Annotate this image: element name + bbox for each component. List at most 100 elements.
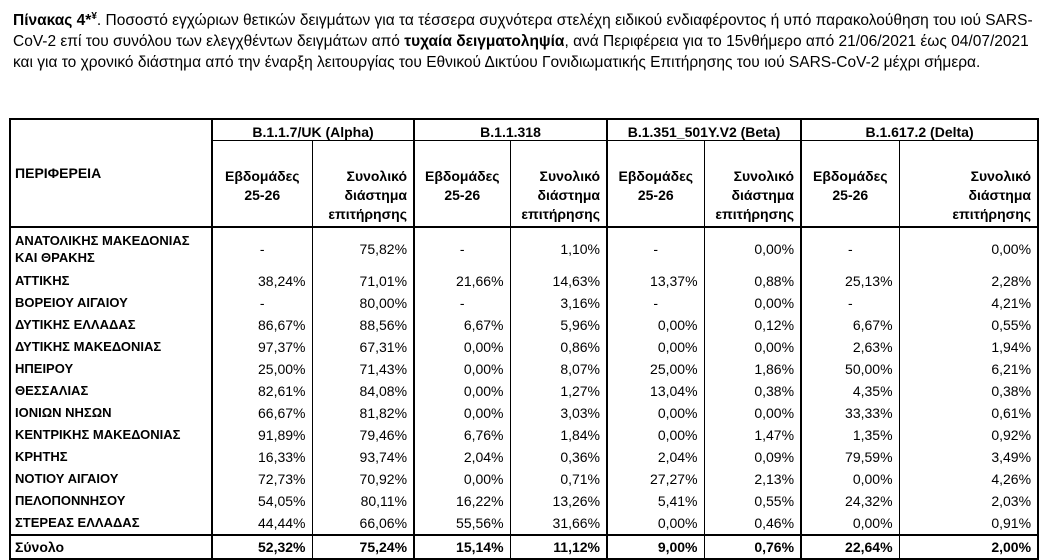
value-cell: 0,46%	[703, 512, 802, 535]
value-cell: 80,00%	[311, 292, 415, 314]
value-cell: 93,74%	[311, 446, 415, 468]
region-column-header: ΠΕΡΙΦΕΡΕΙΑ	[9, 119, 213, 228]
table-row: ΝΟΤΙΟΥ ΑΙΓΑΙΟΥ 72,73% 70,92% 0,00% 0,71% 27,2…	[9, 468, 1040, 490]
value-cell: -	[800, 292, 900, 314]
value-cell: 0,00%	[413, 468, 511, 490]
total-period-subheader-line: Συνολικό	[539, 168, 601, 184]
total-period-subheader-line: Συνολικό	[733, 168, 795, 184]
value-cell: 71,43%	[311, 358, 415, 380]
value-cell: 71,01%	[311, 270, 415, 292]
value-cell: 0,86%	[509, 336, 608, 358]
value-cell: -	[211, 227, 313, 270]
value-cell: 0,00%	[413, 358, 511, 380]
value-cell: 0,00%	[703, 402, 802, 424]
total-period-subheader-line: διάστημα	[344, 187, 408, 203]
value-cell: 0,91%	[898, 512, 1040, 535]
value-cell: 27,27%	[606, 468, 705, 490]
value-cell: 2,28%	[898, 270, 1040, 292]
value-cell: 0,12%	[703, 314, 802, 336]
value-cell: 0,00%	[606, 314, 705, 336]
value-cell: 25,00%	[211, 358, 313, 380]
value-cell: 0,38%	[898, 380, 1040, 402]
value-cell: 0,00%	[703, 227, 802, 270]
value-cell: 0,38%	[703, 380, 802, 402]
table-row: ΒΟΡΕΙΟΥ ΑΙΓΑΙΟΥ -80,00% -3,16% -0,00% -4,21%	[9, 292, 1040, 314]
value-cell: -	[606, 227, 705, 270]
total-label: Σύνολο	[9, 534, 213, 560]
value-cell: 79,59%	[800, 446, 900, 468]
weeks-subheader: Εβδομάδες 25-26	[800, 140, 900, 227]
value-cell: 24,32%	[800, 490, 900, 512]
variant-header-alpha: B.1.1.7/UK (Alpha)	[210, 119, 415, 141]
value-cell: 0,88%	[703, 270, 802, 292]
region-cell: ΠΕΛΟΠΟΝΝΗΣΟΥ	[9, 490, 213, 512]
total-period-subheader-line: Συνολικό	[346, 168, 408, 184]
value-cell: 75,82%	[311, 227, 415, 270]
total-value-cell: 52,32%	[211, 534, 313, 560]
value-cell: 81,82%	[311, 402, 415, 424]
value-cell: 2,04%	[606, 446, 705, 468]
value-cell: 5,96%	[509, 314, 608, 336]
value-cell: 66,67%	[211, 402, 313, 424]
table-row: ΔΥΤΙΚΗΣ ΕΛΛΑΔΑΣ 86,67% 88,56% 6,67% 5,96% 0,0…	[9, 314, 1040, 336]
value-cell: -	[413, 227, 511, 270]
caption-sup: ¥	[91, 11, 97, 22]
weeks-subheader: Εβδομάδες 25-26	[211, 140, 313, 227]
value-cell: -	[413, 292, 511, 314]
value-cell: 0,00%	[606, 402, 705, 424]
value-cell: 1,47%	[703, 424, 802, 446]
value-cell: 91,89%	[211, 424, 313, 446]
table-row: ΑΝΑΤΟΛΙΚΗΣ ΜΑΚΕΔΟΝΙΑΣ ΚΑΙ ΘΡΑΚΗΣ -75,82% -…	[9, 227, 1040, 270]
total-row: Σύνολο 52,32% 75,24% 15,14% 11,12% 9,00% 0,76%…	[9, 534, 1040, 560]
total-period-subheader-line: επιτήρησης	[715, 206, 795, 222]
value-cell: 33,33%	[800, 402, 900, 424]
value-cell: 1,84%	[509, 424, 608, 446]
total-period-subheader: Συνολικό διάστημα επιτήρησης	[898, 140, 1040, 227]
table-row: ΑΤΤΙΚΗΣ 38,24% 71,01% 21,66% 14,63% 13,37% 0,8…	[9, 270, 1040, 292]
value-cell: 82,61%	[211, 380, 313, 402]
value-cell: 0,36%	[509, 446, 608, 468]
value-cell: 55,56%	[413, 512, 511, 535]
value-cell: 14,63%	[509, 270, 608, 292]
value-cell: 0,00%	[606, 424, 705, 446]
value-cell: 13,26%	[509, 490, 608, 512]
total-period-subheader-line: διάστημα	[537, 187, 601, 203]
total-period-subheader-line: διάστημα	[731, 187, 795, 203]
region-cell: ΣΤΕΡΕΑΣ ΕΛΛΑΔΑΣ	[9, 512, 213, 535]
weeks-subheader-line: Εβδομάδες	[224, 168, 300, 184]
table-caption: Πίνακας 4*¥. Ποσοστό εγχώριων θετικών δε…	[13, 6, 1048, 73]
value-cell: 0,09%	[703, 446, 802, 468]
value-cell: 0,00%	[703, 292, 802, 314]
total-period-subheader: Συνολικό διάστημα επιτήρησης	[311, 140, 415, 227]
variant-header-b11318: B.1.1.318	[413, 119, 608, 141]
value-cell: 6,76%	[413, 424, 511, 446]
value-cell: 72,73%	[211, 468, 313, 490]
table-row: ΚΡΗΤΗΣ 16,33% 93,74% 2,04% 0,36% 2,04% 0,09% 79…	[9, 446, 1040, 468]
weeks-subheader-line: 25-26	[832, 187, 869, 203]
value-cell: 50,00%	[800, 358, 900, 380]
value-cell: -	[211, 292, 313, 314]
total-period-subheader-line: διάστημα	[968, 187, 1032, 203]
weeks-subheader-line: 25-26	[637, 187, 674, 203]
value-cell: 6,21%	[898, 358, 1040, 380]
table-row: ΘΕΣΣΑΛΙΑΣ 82,61% 84,08% 0,00% 1,27% 13,04% 0,3…	[9, 380, 1040, 402]
caption-label: Πίνακας 4*¥	[13, 11, 97, 30]
value-cell: 6,67%	[413, 314, 511, 336]
weeks-subheader-line: 25-26	[444, 187, 481, 203]
region-cell: ΗΠΕΙΡΟΥ	[9, 358, 213, 380]
total-value-cell: 0,76%	[703, 534, 802, 560]
value-cell: 2,04%	[413, 446, 511, 468]
value-cell: 0,61%	[898, 402, 1040, 424]
total-period-subheader: Συνολικό διάστημα επιτήρησης	[509, 140, 608, 227]
value-cell: 2,03%	[898, 490, 1040, 512]
table-row: ΠΕΛΟΠΟΝΝΗΣΟΥ 54,05% 80,11% 16,22% 13,26% 5,41…	[9, 490, 1040, 512]
variants-table: ΠΕΡΙΦΕΡΕΙΑ B.1.1.7/UK (Alpha) B.1.1.318 …	[9, 118, 1040, 560]
value-cell: 0,55%	[703, 490, 802, 512]
total-value-cell: 11,12%	[509, 534, 608, 560]
table-row: ΗΠΕΙΡΟΥ 25,00% 71,43% 0,00% 8,07% 25,00% 1,86%…	[9, 358, 1040, 380]
value-cell: 67,31%	[311, 336, 415, 358]
region-cell: ΝΟΤΙΟΥ ΑΙΓΑΙΟΥ	[9, 468, 213, 490]
weeks-subheader-line: Εβδομάδες	[813, 168, 888, 184]
value-cell: 1,94%	[898, 336, 1040, 358]
value-cell: 1,86%	[703, 358, 802, 380]
